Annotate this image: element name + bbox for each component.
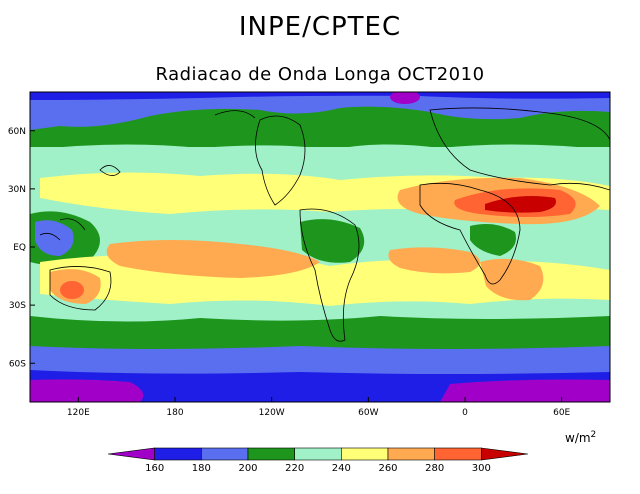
colorbar-label: 220 — [285, 463, 304, 474]
colorbar-label: 240 — [332, 463, 351, 474]
colorbar-label: 200 — [238, 463, 257, 474]
lat-label: 60S — [9, 359, 26, 369]
colorbar-label: 160 — [145, 463, 164, 474]
olr-band-280-atlantic — [388, 247, 480, 274]
lon-label: 120E — [67, 408, 90, 418]
lon-label: 60W — [358, 408, 378, 418]
lat-label: 30S — [9, 301, 26, 311]
olr-contour-field — [30, 92, 610, 402]
colorbar-swatch — [434, 447, 482, 461]
olr-band-200-maritime — [35, 220, 74, 256]
colorbar-label: 280 — [425, 463, 444, 474]
olr-band-180-north — [30, 92, 610, 100]
colorbar-swatch — [294, 447, 342, 461]
colorbar-label: 300 — [472, 463, 491, 474]
olr-min-antarctic-west — [30, 379, 144, 402]
olr-band-300-australia — [60, 281, 84, 299]
colorbar-swatch — [247, 447, 295, 461]
lon-label: 0 — [462, 408, 468, 418]
olr-band-220-amazon — [300, 219, 365, 263]
lat-label: 30N — [8, 185, 26, 195]
colorbar-label: 260 — [378, 463, 397, 474]
lon-label: 60E — [553, 408, 570, 418]
olr-band-240-north — [30, 144, 610, 180]
olr-max-sahara — [485, 196, 556, 213]
colorbar-units: w/m2 — [565, 430, 596, 445]
coastlines — [39, 107, 610, 342]
colorbar-label: 180 — [192, 463, 211, 474]
olr-band-280-southafrica — [480, 258, 544, 301]
olr-band-280-pacific — [106, 240, 321, 278]
map-subtitle: Radiacao de Onda Longa OCT2010 — [155, 64, 485, 85]
olr-min-antarctic-east — [440, 379, 610, 402]
olr-min-arctic — [390, 92, 420, 104]
colorbar-swatch — [481, 447, 529, 461]
lat-label: 60N — [8, 127, 26, 137]
lat-label: EQ — [13, 243, 26, 253]
lon-label: 120W — [259, 408, 285, 418]
olr-band-200-north — [30, 92, 610, 130]
units-exponent: 2 — [590, 430, 597, 440]
colorbar-swatch — [107, 447, 155, 461]
units-base: w/m — [565, 431, 591, 445]
colorbar-swatch — [154, 447, 202, 461]
olr-band-220-africa — [470, 224, 516, 256]
colorbar: 160 180 200 220 240 260 280 300 — [107, 447, 529, 474]
colorbar-swatch — [201, 447, 249, 461]
latitude-axis: 60N 30N EQ 30S 60S — [8, 127, 35, 369]
colorbar-swatch — [341, 447, 389, 461]
map-title: INPE/CPTEC — [238, 12, 402, 42]
lon-label: 180 — [166, 408, 183, 418]
colorbar-swatch — [387, 447, 435, 461]
longitude-axis: 120E 180 120W 60W 0 60E — [67, 397, 571, 418]
